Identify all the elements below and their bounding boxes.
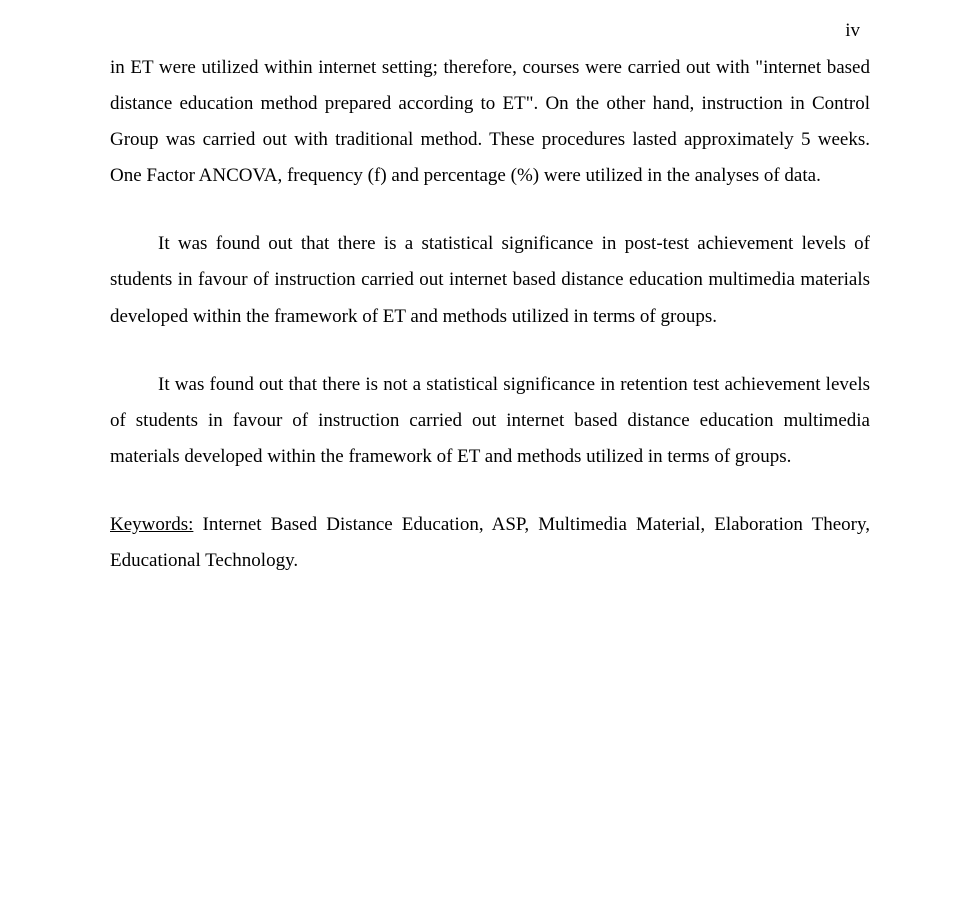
paragraph-1: in ET were utilized within internet sett… — [110, 50, 870, 194]
document-page: iv in ET were utilized within internet s… — [0, 0, 960, 631]
page-number: iv — [110, 20, 870, 42]
keywords-paragraph: Keywords: Internet Based Distance Educat… — [110, 507, 870, 579]
keywords-text: Internet Based Distance Education, ASP, … — [110, 514, 870, 571]
keywords-label: Keywords: — [110, 514, 193, 535]
paragraph-2: It was found out that there is a statist… — [110, 226, 870, 334]
paragraph-3: It was found out that there is not a sta… — [110, 367, 870, 475]
